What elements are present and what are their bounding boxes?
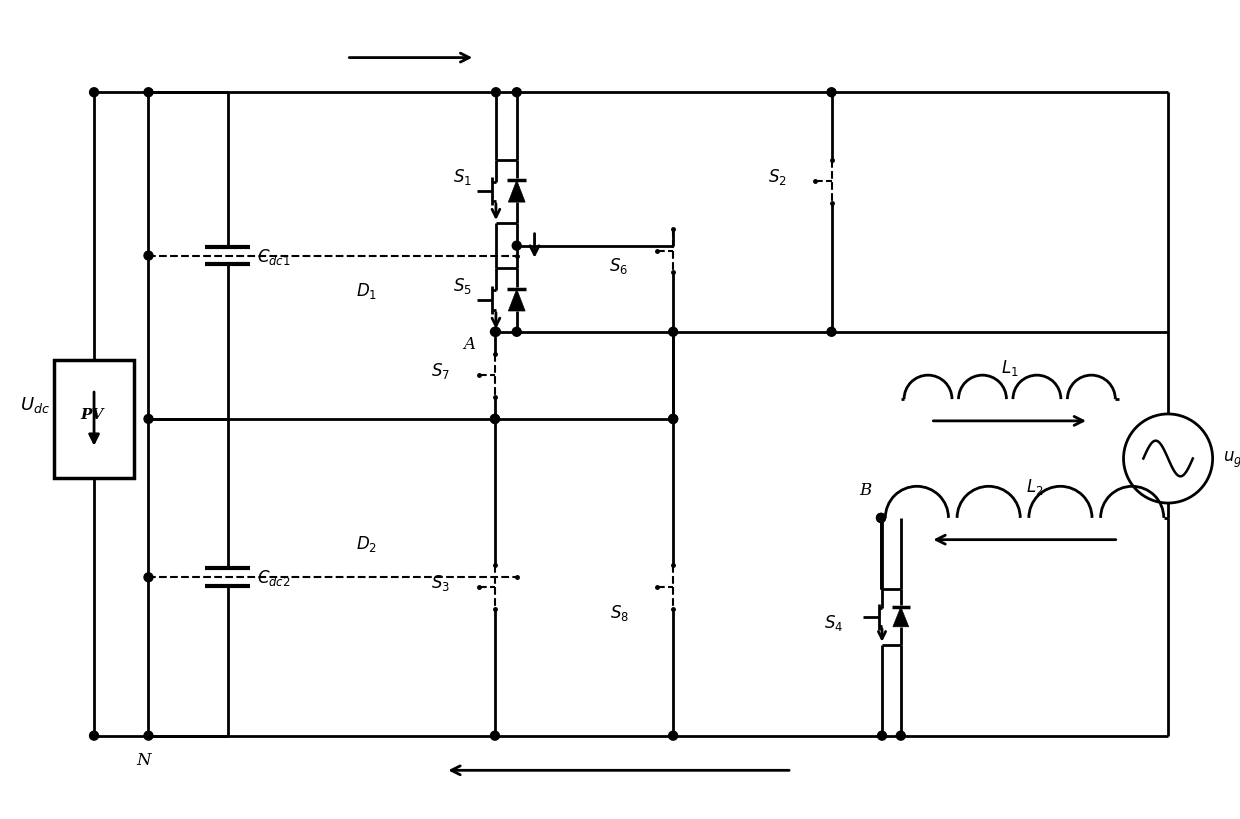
Text: $S_2$: $S_2$ bbox=[768, 167, 787, 188]
Circle shape bbox=[827, 328, 836, 337]
Circle shape bbox=[668, 328, 677, 337]
Text: B: B bbox=[859, 482, 872, 499]
Text: A: A bbox=[464, 335, 475, 352]
Circle shape bbox=[144, 415, 153, 424]
Circle shape bbox=[512, 328, 521, 337]
Circle shape bbox=[144, 251, 153, 260]
Circle shape bbox=[144, 88, 153, 97]
Circle shape bbox=[512, 88, 521, 97]
Text: $D_1$: $D_1$ bbox=[356, 281, 377, 301]
Text: $S_4$: $S_4$ bbox=[825, 612, 843, 632]
Circle shape bbox=[827, 88, 836, 97]
Circle shape bbox=[491, 328, 501, 337]
FancyBboxPatch shape bbox=[55, 360, 134, 479]
Circle shape bbox=[491, 415, 500, 424]
Text: $L_1$: $L_1$ bbox=[1001, 358, 1018, 378]
Circle shape bbox=[89, 88, 98, 97]
Circle shape bbox=[897, 731, 905, 740]
Polygon shape bbox=[893, 607, 909, 627]
Text: $S_8$: $S_8$ bbox=[610, 602, 629, 622]
Circle shape bbox=[877, 514, 885, 523]
Text: $U_{dc}$: $U_{dc}$ bbox=[20, 395, 50, 414]
Circle shape bbox=[668, 415, 677, 424]
Text: $C_{dc1}$: $C_{dc1}$ bbox=[258, 247, 291, 266]
Circle shape bbox=[144, 573, 153, 582]
Polygon shape bbox=[508, 290, 526, 311]
Circle shape bbox=[491, 731, 500, 740]
Text: $u_g$: $u_g$ bbox=[1223, 449, 1240, 469]
Circle shape bbox=[512, 242, 521, 251]
Circle shape bbox=[491, 328, 500, 337]
Circle shape bbox=[491, 88, 501, 97]
Text: N: N bbox=[136, 750, 151, 767]
Circle shape bbox=[491, 415, 500, 424]
Circle shape bbox=[668, 731, 677, 740]
Text: $C_{dc2}$: $C_{dc2}$ bbox=[258, 568, 291, 587]
Circle shape bbox=[668, 415, 677, 424]
Text: $S_1$: $S_1$ bbox=[454, 167, 472, 188]
Text: $S_3$: $S_3$ bbox=[432, 572, 450, 592]
Text: $L_2$: $L_2$ bbox=[1025, 477, 1043, 496]
Circle shape bbox=[89, 731, 98, 740]
Circle shape bbox=[878, 731, 887, 740]
Text: $S_7$: $S_7$ bbox=[432, 361, 450, 381]
Text: $S_5$: $S_5$ bbox=[454, 276, 472, 296]
Text: $S_6$: $S_6$ bbox=[609, 256, 629, 276]
Text: PV: PV bbox=[81, 407, 104, 422]
Circle shape bbox=[144, 731, 153, 740]
Polygon shape bbox=[508, 181, 526, 203]
Circle shape bbox=[877, 514, 885, 523]
Text: $D_2$: $D_2$ bbox=[356, 533, 377, 553]
